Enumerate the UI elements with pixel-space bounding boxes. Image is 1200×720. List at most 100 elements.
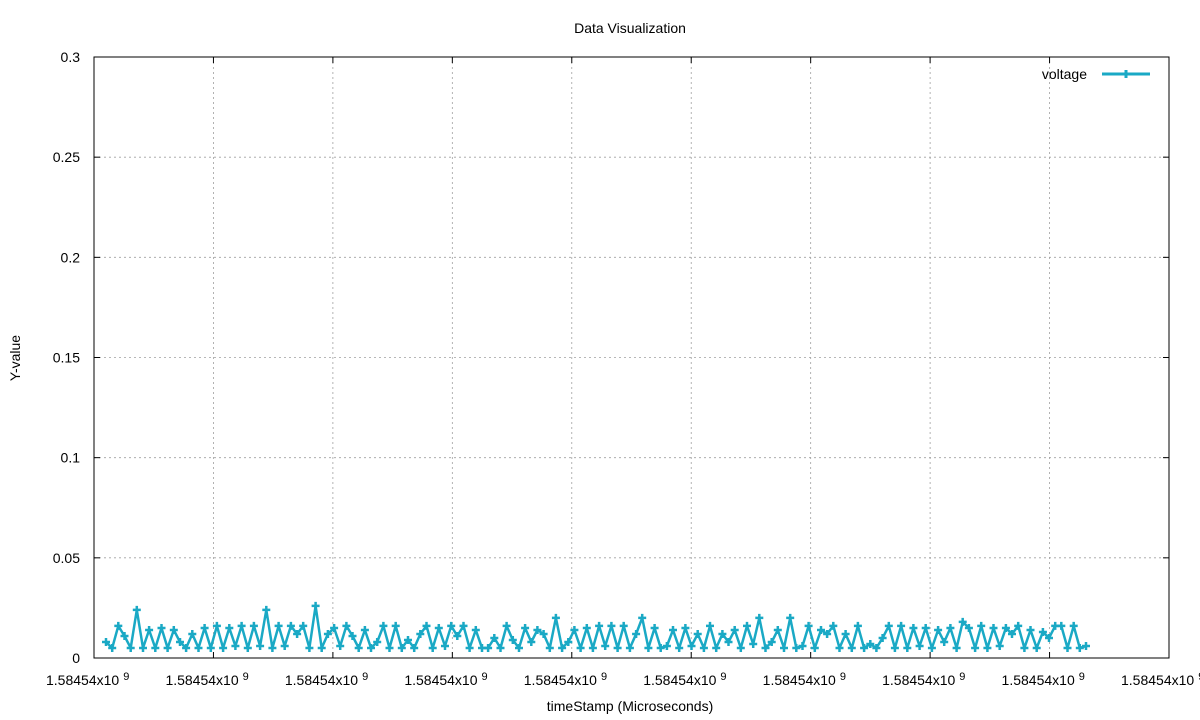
data-point xyxy=(194,644,203,652)
x-tick-label-exponent: 9 xyxy=(601,671,607,683)
data-point xyxy=(348,632,357,640)
data-point xyxy=(792,644,801,652)
data-point xyxy=(693,630,702,638)
y-axis-label: Y-value xyxy=(7,335,23,381)
data-point xyxy=(293,630,302,638)
data-point xyxy=(718,630,727,638)
data-point xyxy=(515,644,523,652)
x-tick-label-base: 1.58454x10 xyxy=(643,672,716,688)
data-point xyxy=(1069,621,1078,630)
data-point xyxy=(465,644,474,652)
grid-layer xyxy=(94,57,1169,658)
x-tick-label-base: 1.58454x10 xyxy=(882,672,955,688)
data-point xyxy=(397,644,406,652)
data-point xyxy=(367,644,375,652)
data-point xyxy=(299,621,308,630)
x-tick-label-exponent: 9 xyxy=(123,671,129,683)
x-tick-label-exponent: 9 xyxy=(720,671,726,683)
data-point xyxy=(662,642,671,650)
data-point xyxy=(669,626,677,634)
x-tick-label-base: 1.58454x10 xyxy=(46,672,119,688)
data-point xyxy=(897,621,906,630)
data-point xyxy=(169,626,178,634)
data-point xyxy=(940,638,949,646)
data-point xyxy=(749,640,758,648)
data-point xyxy=(817,626,825,634)
data-point xyxy=(256,642,265,650)
x-tick-label-base: 1.58454x10 xyxy=(404,672,477,688)
data-point xyxy=(946,624,955,632)
data-point xyxy=(243,644,252,652)
data-point xyxy=(145,626,154,634)
data-point xyxy=(453,632,462,640)
data-point xyxy=(182,644,191,652)
data-point xyxy=(983,644,992,652)
x-tick-label-exponent: 9 xyxy=(243,671,249,683)
data-point xyxy=(853,621,862,630)
data-point xyxy=(521,624,530,632)
chart-title: Data Visualization xyxy=(574,20,686,36)
data-point xyxy=(410,644,419,652)
data-point xyxy=(872,644,881,652)
data-point xyxy=(570,626,579,634)
data-point xyxy=(712,644,721,652)
data-point xyxy=(342,621,351,630)
x-tick-label: 1.58454x10 9 xyxy=(524,671,607,688)
data-point xyxy=(354,644,363,652)
data-point xyxy=(632,630,641,638)
data-point xyxy=(188,630,197,638)
x-tick-label-base: 1.58454x10 xyxy=(763,672,836,688)
legend-label-voltage: voltage xyxy=(1042,66,1087,82)
x-tick-label-base: 1.58454x10 xyxy=(1121,672,1194,688)
data-point xyxy=(995,642,1004,650)
data-point xyxy=(971,644,980,652)
data-point xyxy=(336,642,345,650)
data-point xyxy=(1008,630,1016,638)
data-point xyxy=(644,644,653,652)
data-point xyxy=(767,638,776,646)
y-tick-label: 0 xyxy=(72,650,80,666)
data-point xyxy=(237,621,246,630)
data-point xyxy=(490,634,499,642)
data-point xyxy=(706,621,714,630)
data-point xyxy=(225,624,234,632)
data-point xyxy=(964,624,973,632)
data-point xyxy=(132,605,141,614)
data-point xyxy=(391,621,400,630)
data-point xyxy=(274,621,283,630)
data-point xyxy=(656,644,665,652)
data-point xyxy=(496,644,505,652)
data-point xyxy=(422,621,431,630)
data-point xyxy=(157,624,166,632)
data-point xyxy=(323,630,332,638)
data-point xyxy=(934,626,943,634)
data-point xyxy=(120,632,129,640)
data-point xyxy=(878,634,887,642)
data-point xyxy=(835,644,844,652)
data-point xyxy=(1045,634,1053,642)
y-tick-label: 0.15 xyxy=(53,350,80,366)
data-point xyxy=(416,630,425,638)
data-point xyxy=(903,644,912,652)
x-tick-label: 1.58454x10 9 xyxy=(882,671,965,688)
x-tick-label-exponent: 9 xyxy=(362,671,368,683)
x-tick-label: 1.58454x10 9 xyxy=(404,671,487,688)
data-point xyxy=(1014,621,1023,630)
x-axis-label: timeStamp (Microseconds) xyxy=(547,698,714,714)
x-tick-label-base: 1.58454x10 xyxy=(285,672,358,688)
data-point xyxy=(200,624,209,632)
data-point xyxy=(219,644,228,652)
data-point xyxy=(1026,626,1035,634)
y-axis-ticks: 0 0.05 0.1 0.15 0.2 0.25 0.3 xyxy=(53,49,1169,666)
data-point xyxy=(305,644,314,652)
data-point xyxy=(539,630,548,638)
y-tick-label: 0.1 xyxy=(61,450,81,466)
x-tick-label: 1.58454x10 9 xyxy=(285,671,368,688)
x-tick-label: 1.58454x10 9 xyxy=(46,671,129,688)
data-point xyxy=(601,642,610,650)
data-point xyxy=(681,624,690,632)
data-point xyxy=(280,642,289,650)
data-point xyxy=(163,644,172,652)
data-point xyxy=(508,636,517,644)
